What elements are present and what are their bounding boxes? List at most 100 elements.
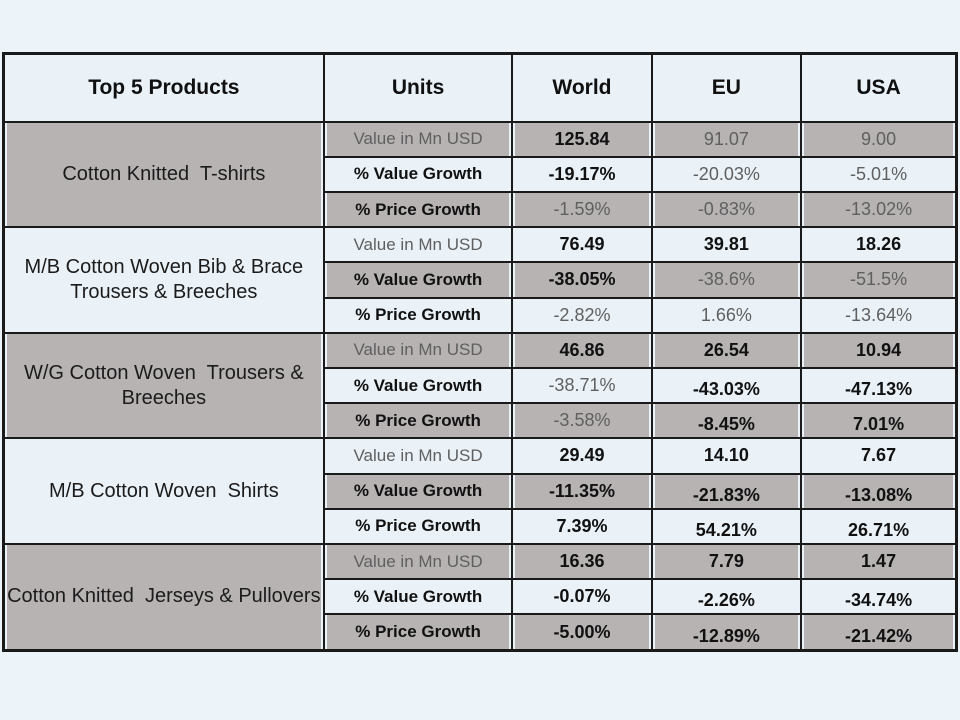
eu-value-cell: -21.83% [650,472,803,510]
world-value-cell: -2.82% [511,296,653,334]
world-value-cell: 125.84 [511,120,653,158]
unit-cell: Value in Mn USD [322,331,514,369]
usa-value-text: -13.02% [845,199,913,219]
world-value-text: 7.39% [556,515,608,536]
table-row: % Price Growth 7.39% 54.21% 26.71% [4,507,958,545]
usa-value-cell: -51.5% [800,261,958,299]
usa-value-text: -21.42% [845,625,913,646]
usa-value-text: -5.01% [850,163,908,184]
usa-value-text: -51.5% [850,269,908,290]
eu-value-text: -38.6% [697,269,755,290]
usa-value-cell: -21.42% [800,613,958,652]
usa-value-text: -13.08% [845,484,913,505]
eu-value-text: 7.79 [708,551,744,572]
usa-value-cell: -47.13% [800,366,958,405]
unit-cell: Value in Mn USD [322,437,514,475]
world-value-text: -5.00% [553,621,611,642]
usa-value-cell: -13.08% [800,472,958,510]
usa-value-cell: -34.74% [800,578,958,616]
eu-value-cell: -0.83% [650,190,803,229]
table-row: % Price Growth -2.82% 1.66% -13.64% [4,296,958,334]
eu-value-cell: 7.79 [650,542,803,581]
table-row: % Value Growth -11.35% -21.83% -13.08% [4,472,958,510]
usa-value-cell: 7.01% [800,402,958,440]
eu-value-cell: -8.45% [650,402,803,440]
eu-value-cell: 14.10 [650,437,803,475]
usa-value-text: 10.94 [856,339,902,360]
column-header-eu: EU [650,52,803,123]
world-value-cell: 16.36 [511,542,653,581]
products-table: Top 5 Products Units World EU USA Cotton… [2,52,958,652]
table-row: M/B Cotton Woven Shirts Value in Mn USD 29… [2,437,958,545]
eu-value-cell: -20.03% [650,155,803,193]
column-header-products: Top 5 Products [2,52,325,123]
unit-cell: % Value Growth [322,472,514,510]
usa-value-cell: 18.26 [800,226,958,264]
usa-value-text: 26.71% [848,519,910,540]
usa-value-cell: 7.67 [800,437,958,475]
eu-value-text: 39.81 [703,234,749,255]
table-row: % Value Growth -38.05% -38.6% -51.5% [4,261,958,299]
world-value-text: -38.71% [548,375,616,396]
usa-value-text: -34.74% [845,590,913,611]
eu-value-cell: -12.89% [650,613,803,652]
world-value-cell: -11.35% [511,472,653,510]
usa-value-cell: -13.64% [800,296,958,334]
usa-value-text: 7.67 [861,445,897,466]
world-value-cell: 29.49 [511,437,653,475]
world-value-text: -0.07% [553,586,611,607]
usa-value-text: -47.13% [845,379,913,400]
usa-value-cell: -13.02% [800,190,958,229]
world-value-text: 76.49 [559,234,605,255]
world-value-text: -38.05% [548,269,616,290]
usa-value-cell: 10.94 [800,331,958,369]
usa-value-cell: 9.00 [800,120,958,158]
unit-cell: % Value Growth [322,366,514,405]
unit-cell: % Price Growth [322,296,514,334]
world-value-cell: 46.86 [511,331,653,369]
header-row: Top 5 Products Units World EU USA [2,52,958,123]
eu-value-cell: 1.66% [650,296,803,334]
world-value-text: -19.17% [548,163,616,184]
usa-value-text: 18.26 [856,234,902,255]
eu-value-text: 14.10 [703,445,749,466]
table-row: Cotton Knitted T-shirts Value in Mn USD 12… [2,120,958,229]
table-body: Cotton Knitted T-shirts Value in Mn USD 12… [2,120,958,652]
product-name-cell: Cotton Knitted Jerseys & Pullovers [2,542,325,652]
usa-value-text: 1.47 [861,551,897,572]
world-value-cell: -0.07% [511,578,653,616]
usa-value-text: 7.01% [853,414,905,435]
world-value-cell: -38.71% [511,366,653,405]
unit-cell: % Value Growth [322,261,514,299]
eu-value-text: 54.21% [695,519,757,540]
eu-value-cell: 26.54 [650,331,803,369]
unit-cell: % Price Growth [322,402,514,440]
unit-cell: % Value Growth [322,578,514,616]
world-value-cell: -1.59% [511,190,653,229]
world-value-text: 29.49 [559,445,605,466]
table-row: M/B Cotton Woven Bib & Brace Trousers & … [2,226,958,334]
table-row: Cotton Knitted Jerseys & Pullovers Value … [2,542,958,652]
column-header-usa: USA [800,52,958,123]
table-row: % Price Growth -3.58% -8.45% 7.01% [4,402,958,440]
table-row: % Price Growth -5.00% -12.89% -21.42% [4,613,958,652]
world-value-cell: 76.49 [511,226,653,264]
eu-value-cell: -2.26% [650,578,803,616]
unit-cell: Value in Mn USD [322,120,514,158]
world-value-text: -2.82% [553,304,611,325]
eu-value-cell: -38.6% [650,261,803,299]
unit-cell: Value in Mn USD [322,226,514,264]
table-row: % Value Growth -38.71% -43.03% -47.13% [4,366,958,405]
unit-cell: Value in Mn USD [322,542,514,581]
eu-value-cell: 39.81 [650,226,803,264]
table-row: % Price Growth -1.59% -0.83% -13.02% [4,190,958,229]
eu-value-text: 26.54 [703,339,749,360]
eu-value-text: 1.66% [700,304,752,325]
eu-value-text: -21.83% [692,484,760,505]
world-value-text: -1.59% [553,199,611,219]
world-value-text: 125.84 [554,128,610,149]
column-header-units: Units [322,52,514,123]
column-header-world: World [511,52,653,123]
product-name-cell: M/B Cotton Woven Bib & Brace Trousers & … [2,226,325,334]
